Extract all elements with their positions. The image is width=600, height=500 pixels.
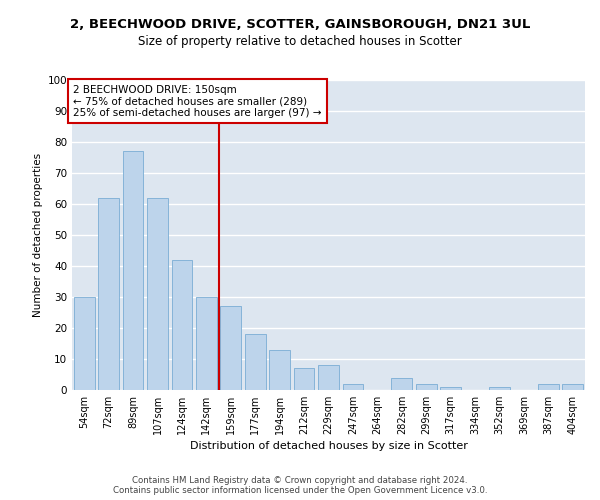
Bar xyxy=(562,384,583,390)
Y-axis label: Number of detached properties: Number of detached properties xyxy=(34,153,43,317)
Bar xyxy=(489,387,510,390)
Bar xyxy=(293,368,314,390)
Bar xyxy=(538,384,559,390)
Bar xyxy=(196,297,217,390)
Bar xyxy=(269,350,290,390)
Bar xyxy=(98,198,119,390)
Bar xyxy=(343,384,364,390)
Bar xyxy=(172,260,193,390)
Text: 2 BEECHWOOD DRIVE: 150sqm
← 75% of detached houses are smaller (289)
25% of semi: 2 BEECHWOOD DRIVE: 150sqm ← 75% of detac… xyxy=(73,84,322,118)
Bar xyxy=(416,384,437,390)
Bar xyxy=(122,152,143,390)
X-axis label: Distribution of detached houses by size in Scotter: Distribution of detached houses by size … xyxy=(190,441,467,451)
Bar xyxy=(220,306,241,390)
Text: Size of property relative to detached houses in Scotter: Size of property relative to detached ho… xyxy=(138,35,462,48)
Bar xyxy=(245,334,266,390)
Bar xyxy=(391,378,412,390)
Bar xyxy=(74,297,95,390)
Text: Contains HM Land Registry data © Crown copyright and database right 2024.
Contai: Contains HM Land Registry data © Crown c… xyxy=(113,476,487,495)
Text: 2, BEECHWOOD DRIVE, SCOTTER, GAINSBOROUGH, DN21 3UL: 2, BEECHWOOD DRIVE, SCOTTER, GAINSBOROUG… xyxy=(70,18,530,30)
Bar xyxy=(440,387,461,390)
Bar xyxy=(147,198,168,390)
Bar xyxy=(318,365,339,390)
